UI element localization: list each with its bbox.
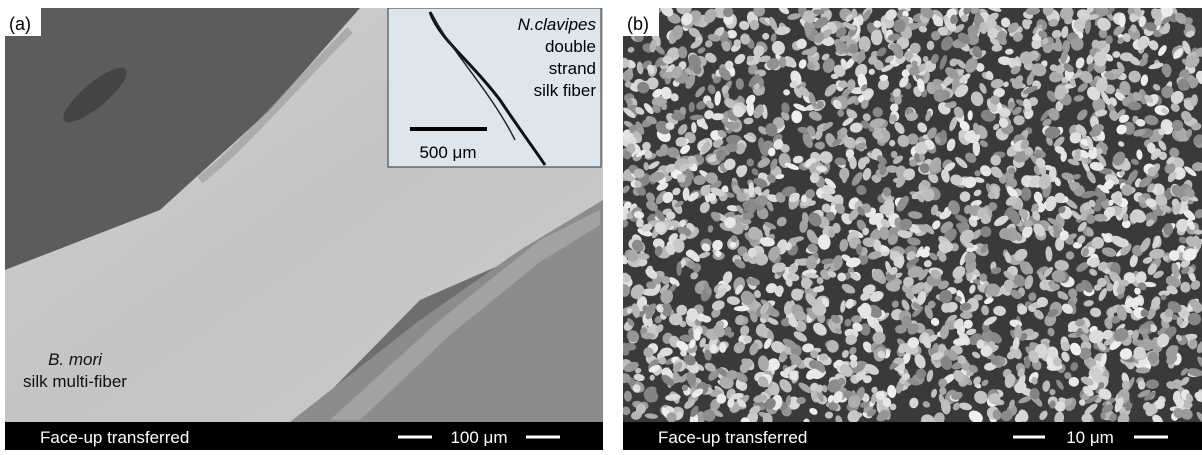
particle bbox=[641, 333, 655, 339]
inset-label: silk fiber bbox=[534, 81, 597, 100]
panel-b-image bbox=[616, 2, 1202, 430]
annotation: B. mori bbox=[48, 350, 103, 369]
caption: Face-up transferred bbox=[658, 428, 807, 447]
scale-text: 100 μm bbox=[450, 428, 507, 447]
panel-label: (a) bbox=[9, 14, 31, 34]
particle bbox=[1138, 380, 1146, 389]
inset-label: N.clavipes bbox=[518, 15, 597, 34]
particle bbox=[1180, 282, 1190, 293]
inset-label: double bbox=[545, 37, 596, 56]
figure: N.clavipes double strand silk fiber 500 … bbox=[0, 0, 1202, 450]
particle bbox=[1004, 280, 1013, 292]
inset: N.clavipes double strand silk fiber 500 … bbox=[388, 8, 601, 167]
particle bbox=[628, 250, 638, 262]
inset-scale-text: 500 μm bbox=[419, 143, 476, 162]
panel-label: (b) bbox=[627, 14, 649, 34]
caption: Face-up transferred bbox=[40, 428, 189, 447]
annotation: silk multi-fiber bbox=[23, 372, 127, 391]
inset-label: strand bbox=[549, 59, 596, 78]
scale-text: 10 μm bbox=[1066, 428, 1114, 447]
particle bbox=[677, 3, 692, 15]
particle bbox=[749, 182, 755, 197]
